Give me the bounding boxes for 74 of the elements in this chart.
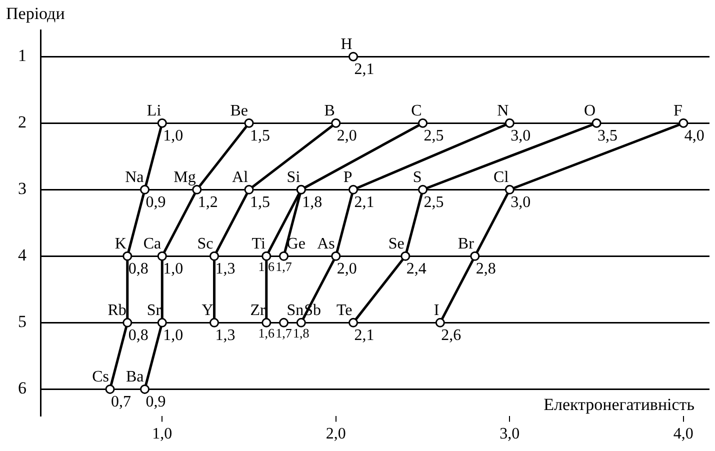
- annotation: 0,8: [128, 260, 148, 278]
- x-tick-label: 3,0: [500, 426, 520, 443]
- y-tick-label: 5: [18, 312, 26, 332]
- y-tick-label: 6: [18, 378, 26, 398]
- annotation: 1,3: [215, 260, 236, 278]
- annotation: 1,0: [163, 127, 184, 144]
- annotation: Sn: [286, 302, 304, 319]
- annotation: P: [343, 168, 352, 186]
- annotation: 2,5: [424, 127, 444, 144]
- annotation: 0,8: [128, 326, 148, 344]
- x-axis-title: Електронегативність: [544, 394, 695, 414]
- annotation: Cl: [494, 168, 510, 186]
- annotation: 1,0: [163, 326, 184, 344]
- annotation: 1,8: [293, 326, 310, 341]
- annotation: 2,4: [406, 260, 426, 278]
- annotation: Y: [202, 302, 214, 319]
- annotation: Cs: [92, 368, 110, 386]
- annotation: C: [411, 102, 422, 120]
- annotation: O: [584, 102, 596, 120]
- annotation: Br: [458, 235, 475, 252]
- annotation: As: [317, 235, 335, 252]
- annotation: Ti: [252, 235, 266, 252]
- annotation: 2,5: [424, 194, 444, 211]
- x-tick-label: 2,0: [326, 426, 346, 443]
- annotation: Sr: [146, 302, 162, 319]
- annotation: Ca: [143, 235, 162, 252]
- annotation: 2,8: [476, 260, 496, 278]
- annotation: 1,7: [276, 259, 292, 274]
- annotation: 1,2: [198, 194, 218, 211]
- annotation: B: [324, 102, 335, 120]
- y-tick-label: 1: [18, 46, 26, 66]
- annotation: Li: [146, 102, 162, 120]
- annotation: 1,3: [215, 326, 236, 344]
- annotation: 1,6: [258, 326, 276, 341]
- annotation: I: [434, 302, 440, 319]
- annotation: 2,1: [354, 194, 374, 211]
- annotation: Si: [286, 168, 301, 186]
- x-tick-label: 1,0: [152, 426, 172, 443]
- annotation: 1,5: [250, 194, 270, 211]
- annotation: Se: [388, 235, 404, 252]
- annotation: Na: [125, 168, 144, 186]
- annotation: N: [497, 102, 510, 120]
- annotation: 1,8: [302, 194, 322, 211]
- annotation: Be: [230, 102, 248, 120]
- y-tick-label: 3: [18, 179, 26, 198]
- x-tick-label: 4,0: [673, 426, 694, 443]
- annotation: Te: [336, 302, 352, 319]
- annotation: 0,9: [146, 194, 166, 211]
- annotation: S: [412, 168, 422, 186]
- annotation: Sc: [197, 235, 214, 252]
- annotation: 3,0: [510, 127, 531, 144]
- annotation: K: [114, 235, 127, 252]
- annotation: 2,1: [354, 60, 374, 78]
- annotation: 2,0: [336, 127, 357, 144]
- annotation: Ba: [126, 368, 144, 386]
- annotation: H: [340, 36, 353, 53]
- annotation: 3,5: [598, 127, 618, 144]
- annotation: Rb: [108, 302, 126, 319]
- annotation: 2,0: [336, 260, 357, 278]
- annotation: 2,1: [354, 326, 374, 344]
- y-tick-label: 4: [18, 246, 27, 265]
- annotation: 2,6: [441, 326, 462, 344]
- annotation: 3,0: [510, 194, 531, 211]
- annotation: 0,9: [146, 393, 166, 410]
- annotation: 0,7: [111, 393, 132, 410]
- y-tick-label: 2: [18, 112, 26, 132]
- annotation: 4,0: [684, 127, 704, 144]
- annotation: Mg: [174, 168, 196, 186]
- annotation: Al: [232, 168, 249, 186]
- y-axis-title: Періоди: [6, 4, 65, 23]
- annotation: F: [674, 102, 683, 120]
- annotation: 1,5: [250, 127, 270, 144]
- annotation: 1,7: [276, 326, 292, 341]
- annotation: 1,0: [163, 260, 184, 278]
